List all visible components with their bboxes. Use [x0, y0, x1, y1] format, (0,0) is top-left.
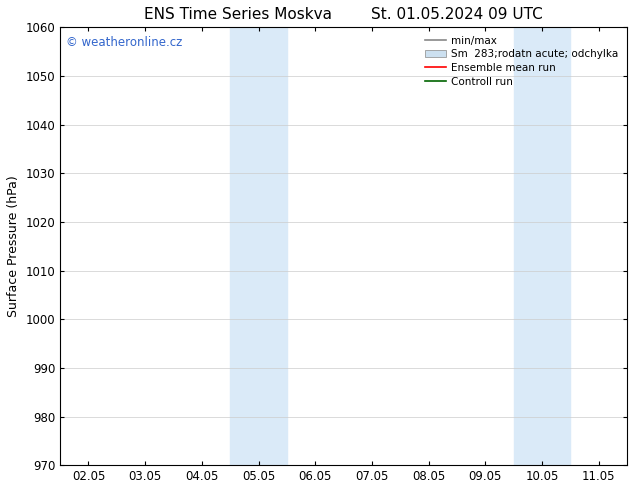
Bar: [230, 27, 287, 465]
Y-axis label: Surface Pressure (hPa): Surface Pressure (hPa): [7, 175, 20, 317]
Text: © weatheronline.cz: © weatheronline.cz: [66, 36, 182, 49]
Bar: [514, 27, 571, 465]
Legend: min/max, Sm  283;rodatn acute; odchylka, Ensemble mean run, Controll run: min/max, Sm 283;rodatn acute; odchylka, …: [422, 32, 622, 90]
Title: ENS Time Series Moskva        St. 01.05.2024 09 UTC: ENS Time Series Moskva St. 01.05.2024 09…: [144, 7, 543, 22]
